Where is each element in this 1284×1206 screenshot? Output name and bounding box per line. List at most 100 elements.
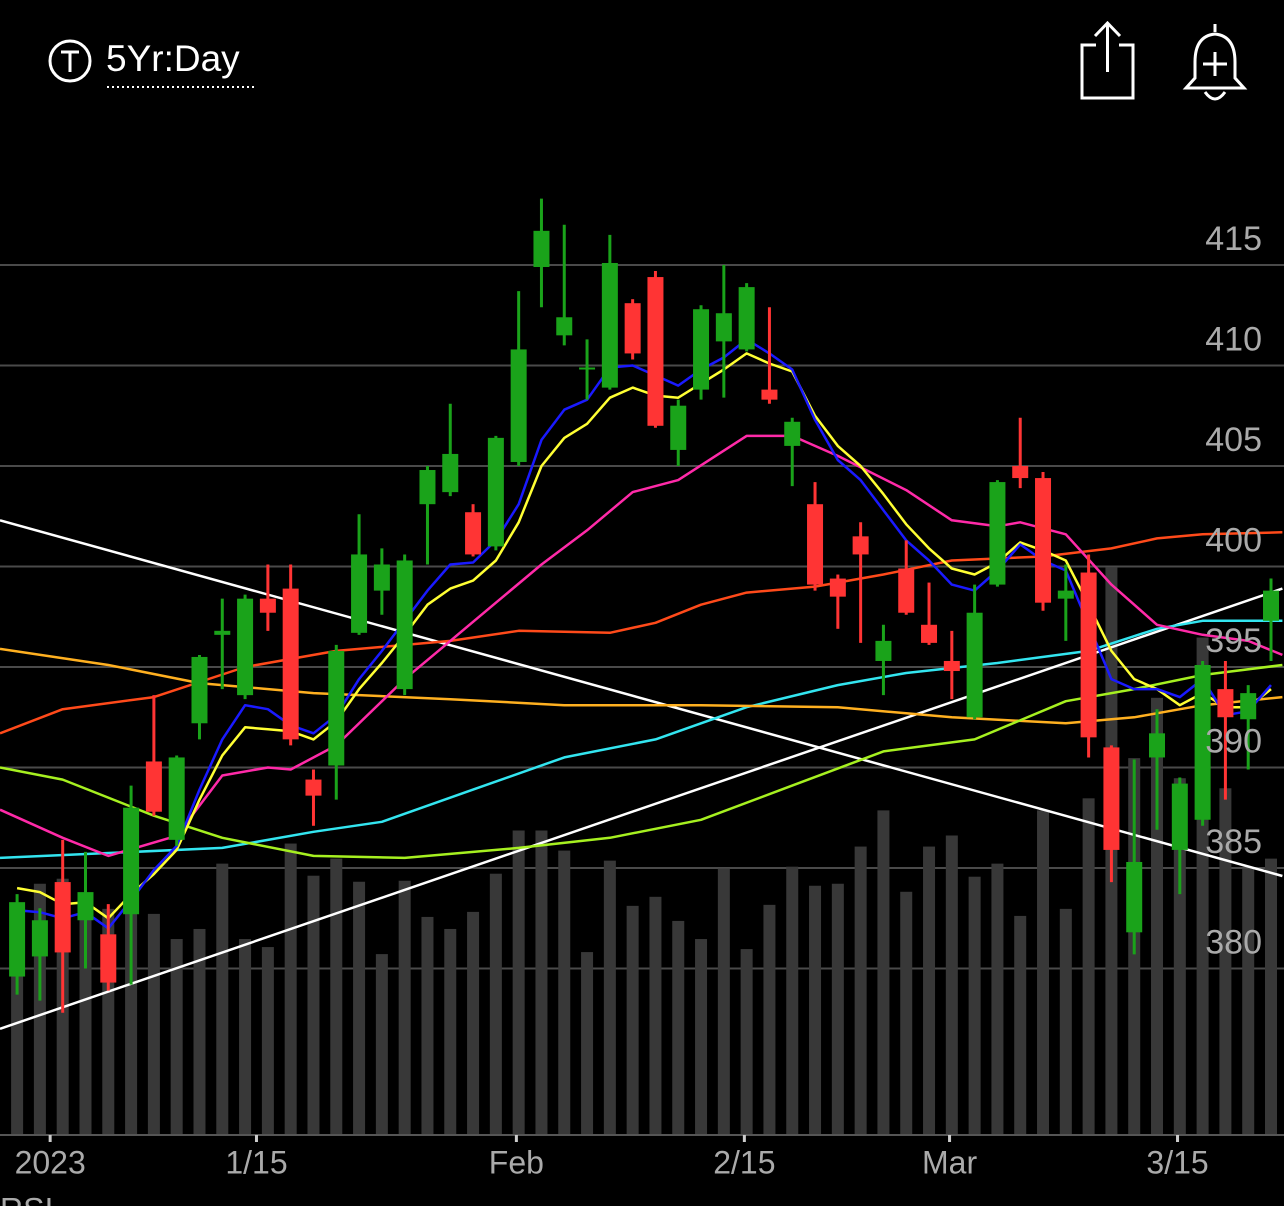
candle-body bbox=[1149, 733, 1166, 758]
x-tick-label: 1/15 bbox=[225, 1144, 287, 1180]
volume-bar bbox=[261, 947, 274, 1135]
volume-bar bbox=[489, 873, 502, 1135]
candle-body bbox=[670, 405, 687, 450]
candle-body bbox=[259, 598, 276, 613]
candle-body bbox=[1240, 693, 1257, 720]
moving-average-line bbox=[0, 619, 1283, 860]
candle-body bbox=[510, 349, 527, 462]
candle-body bbox=[784, 421, 801, 446]
candle-body bbox=[191, 656, 208, 724]
candle-body bbox=[100, 934, 117, 983]
volume-bar bbox=[307, 875, 320, 1135]
candle-body bbox=[1012, 466, 1029, 479]
candle-body bbox=[1057, 590, 1074, 599]
x-tick-label: Mar bbox=[922, 1144, 977, 1180]
candle-body bbox=[373, 564, 390, 591]
candle-body bbox=[1263, 590, 1280, 621]
volume-bar bbox=[649, 896, 662, 1135]
candle-body bbox=[624, 303, 641, 354]
timeframe-icon bbox=[48, 39, 92, 83]
volume-bar bbox=[1151, 697, 1164, 1135]
volume-bar bbox=[900, 891, 913, 1135]
volume-bar bbox=[603, 860, 616, 1135]
volume-bar bbox=[147, 913, 160, 1135]
candle-body bbox=[761, 389, 778, 400]
candle-body bbox=[351, 554, 368, 633]
share-button[interactable] bbox=[1080, 20, 1135, 100]
candle-body bbox=[31, 920, 48, 957]
candle-body bbox=[966, 612, 983, 718]
candle-body bbox=[1194, 664, 1211, 820]
volume-bar bbox=[558, 850, 571, 1135]
y-tick-label: 380 bbox=[1205, 923, 1262, 961]
volume-bar bbox=[626, 905, 639, 1135]
volume-bar bbox=[1082, 798, 1095, 1135]
volume-bar bbox=[831, 883, 844, 1135]
candle-body bbox=[123, 807, 140, 915]
volume-bar bbox=[923, 846, 936, 1135]
volume-bar bbox=[421, 916, 434, 1135]
volume-bar bbox=[581, 952, 594, 1135]
volume-bar bbox=[763, 904, 776, 1135]
volume-bar bbox=[170, 939, 183, 1135]
volume-bar bbox=[740, 949, 753, 1135]
volume-bar bbox=[877, 810, 890, 1135]
timeframe-label: 5Yr:Day bbox=[106, 38, 240, 79]
candle-body bbox=[1080, 572, 1097, 738]
candle-body bbox=[237, 598, 254, 696]
y-tick-label: 400 bbox=[1205, 521, 1262, 559]
candle-body bbox=[829, 578, 846, 597]
volume-bar bbox=[1014, 915, 1027, 1135]
bell-icon-clapper bbox=[1203, 91, 1227, 101]
volume-bar bbox=[695, 939, 708, 1135]
candle-body bbox=[1171, 783, 1188, 850]
candle-body bbox=[214, 630, 231, 635]
volume-bar bbox=[512, 830, 525, 1135]
candle-body bbox=[989, 482, 1006, 585]
x-tick-label: 2023 bbox=[15, 1144, 86, 1180]
y-tick-label: 410 bbox=[1205, 320, 1262, 358]
candle-body bbox=[601, 262, 618, 388]
candle-body bbox=[305, 779, 322, 796]
candle-body bbox=[1035, 478, 1052, 603]
candle-body bbox=[442, 453, 459, 493]
candle-body bbox=[852, 536, 869, 555]
candle-body bbox=[898, 568, 915, 613]
candle-body bbox=[145, 761, 162, 812]
y-tick-label: 390 bbox=[1205, 722, 1262, 760]
timeframe-icon-glyph bbox=[61, 50, 79, 72]
candle-body bbox=[168, 757, 185, 840]
y-tick-label: 385 bbox=[1205, 823, 1262, 861]
candle-body bbox=[487, 437, 504, 547]
candle-body bbox=[556, 317, 573, 336]
lower-panel-title: RSI bbox=[0, 1191, 53, 1206]
bell-icon bbox=[1182, 24, 1248, 90]
volume-bar bbox=[854, 846, 867, 1135]
timeframe-button[interactable]: 5Yr:Day bbox=[48, 38, 257, 88]
candle-body bbox=[943, 660, 960, 672]
volume-bar bbox=[11, 903, 24, 1135]
candle-body bbox=[1126, 861, 1143, 933]
candle-body bbox=[921, 624, 938, 643]
candle-body bbox=[1217, 689, 1234, 718]
volume-bar bbox=[1173, 778, 1186, 1135]
x-tick-label: 3/15 bbox=[1146, 1144, 1208, 1180]
volume-bar bbox=[239, 939, 252, 1135]
volume-bar bbox=[1059, 908, 1072, 1135]
candle-body bbox=[738, 287, 755, 350]
y-tick-label: 415 bbox=[1205, 220, 1262, 258]
bell-icon-plus bbox=[1203, 52, 1227, 76]
volume-bar bbox=[1219, 788, 1232, 1135]
candle-body bbox=[647, 277, 664, 426]
volume-bar bbox=[1242, 868, 1255, 1135]
candle-body bbox=[807, 504, 824, 585]
candle-body bbox=[282, 588, 299, 740]
alert-button[interactable] bbox=[1182, 24, 1248, 101]
volume-bar bbox=[375, 954, 388, 1135]
x-tick-label: 2/15 bbox=[713, 1144, 775, 1180]
volume-bar bbox=[353, 881, 366, 1135]
volume-bar bbox=[786, 866, 799, 1135]
volume-bar bbox=[672, 920, 685, 1135]
volume-bar bbox=[991, 863, 1004, 1135]
